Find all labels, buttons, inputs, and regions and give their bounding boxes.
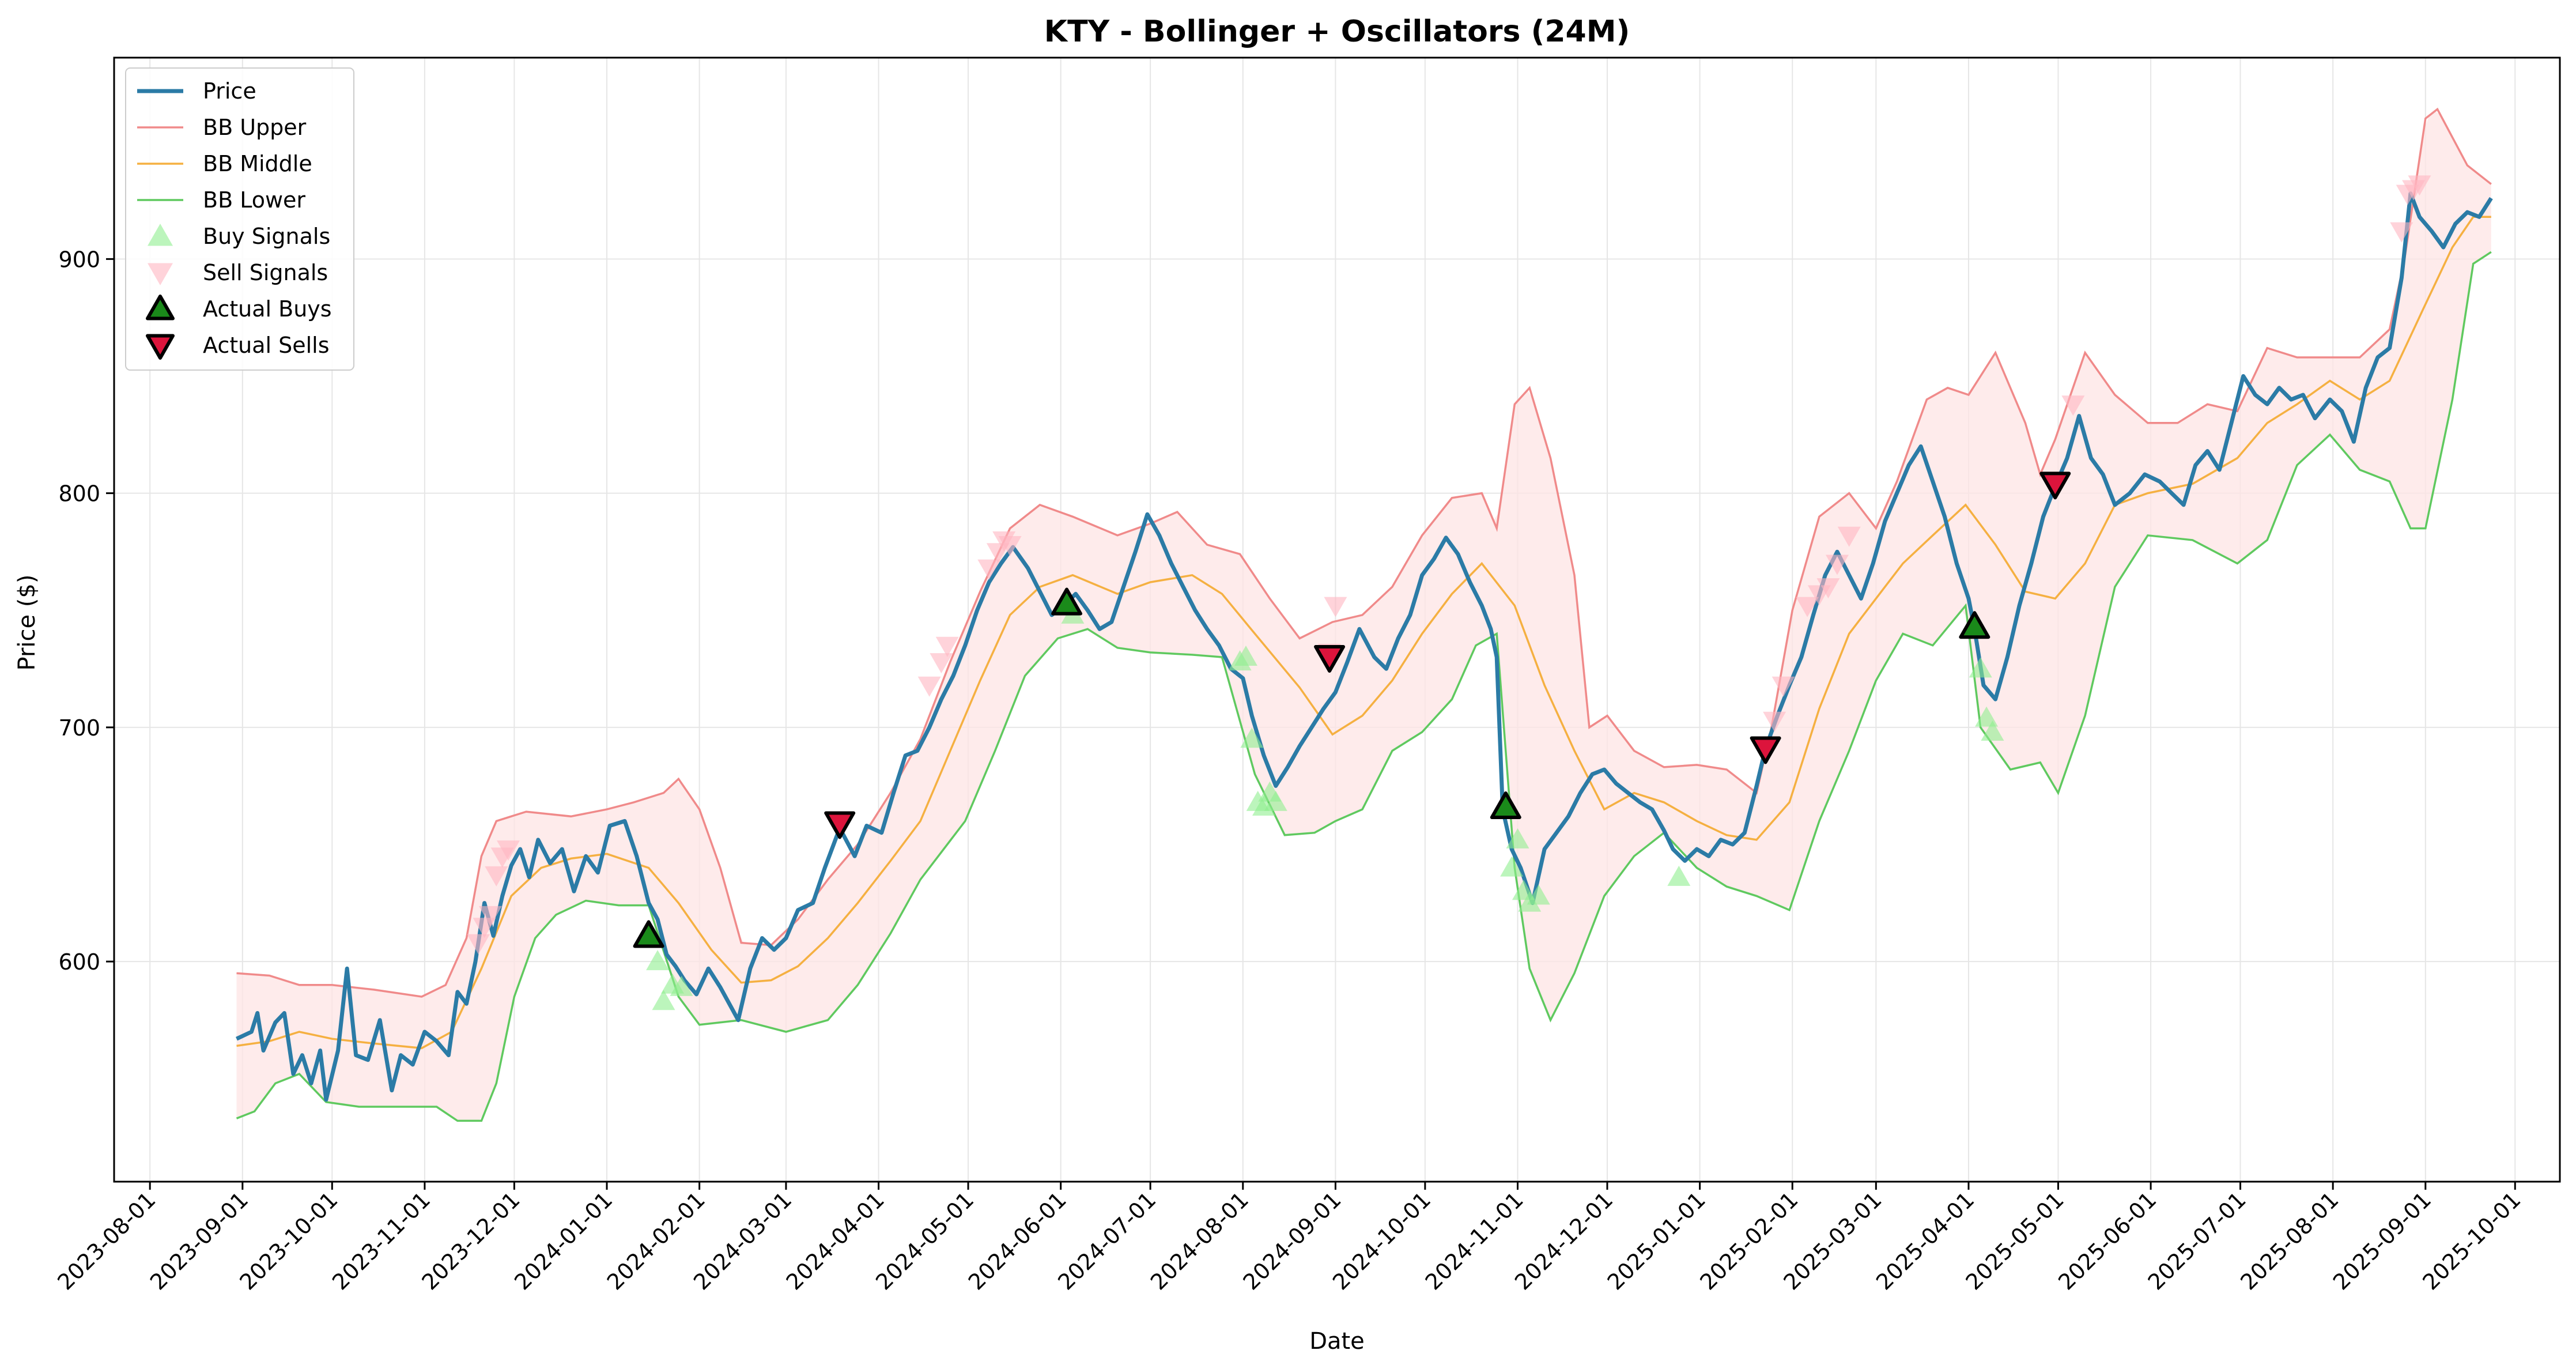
sell-signal-marker xyxy=(2061,395,2085,416)
legend-swatch-actual-buys xyxy=(146,295,175,320)
legend-label-actual-buys: Actual Buys xyxy=(203,296,332,322)
legend-label-sell-signals: Sell Signals xyxy=(203,260,328,285)
actual-sell-marker xyxy=(1314,645,1346,673)
legend-label-bb-middle: BB Middle xyxy=(203,151,312,176)
x-tick-label: 2024-08-01 xyxy=(1146,1187,1253,1295)
actual-buy-marker xyxy=(633,920,664,948)
sell-signal-marker xyxy=(467,934,490,955)
sell-signal-marker xyxy=(930,653,953,674)
legend-label-price: Price xyxy=(203,78,256,104)
buy-signal-marker xyxy=(1981,721,2004,741)
legend-box xyxy=(125,67,354,371)
actual-sell-marker xyxy=(2039,472,2071,500)
y-tick-label: 900 xyxy=(58,247,100,272)
sell-signal-marker xyxy=(478,906,502,926)
price-line xyxy=(236,191,2493,1102)
x-tick-label: 2023-08-01 xyxy=(52,1187,160,1295)
actual-buy-marker xyxy=(1051,587,1083,616)
sell-signal-marker xyxy=(1763,711,1786,732)
actual-buy-marker xyxy=(1490,791,1521,819)
buy-signal-marker xyxy=(1240,727,1264,748)
actual-buy-marker xyxy=(1959,611,1990,639)
sell-signal-marker xyxy=(1837,526,1861,547)
legend-label-bb-lower: BB Lower xyxy=(203,187,305,213)
y-tick-label: 800 xyxy=(58,481,100,507)
x-tick-label: 2025-08-01 xyxy=(2235,1187,2343,1295)
buy-signal-marker xyxy=(670,975,693,996)
buy-signal-marker xyxy=(652,990,675,1010)
buy-signal-marker xyxy=(1527,884,1550,905)
legend-swatch-buy-signals xyxy=(148,224,173,246)
sell-signal-marker xyxy=(497,840,520,861)
sell-signal-marker xyxy=(2408,175,2431,196)
sell-signal-marker xyxy=(485,866,508,887)
sell-signal-marker xyxy=(1825,555,1849,575)
sell-signal-marker xyxy=(1324,597,1347,617)
y-axis-label: Price ($) xyxy=(14,575,40,671)
sell-signal-marker xyxy=(1772,676,1795,697)
sell-signal-marker xyxy=(2390,222,2413,243)
legend-label-bb-upper: BB Upper xyxy=(203,115,307,140)
bb-upper-line xyxy=(236,107,2492,998)
chart-legend: Price BB Upper BB Middle BB Lower Buy Signal… xyxy=(125,67,354,371)
legend-label-buy-signals: Buy Signals xyxy=(203,224,330,249)
chart-title: KTY - Bollinger + Oscillators (24M) xyxy=(1044,14,1630,49)
buy-signal-marker xyxy=(1500,856,1524,877)
actual-sell-marker xyxy=(1750,736,1781,764)
legend-swatch-actual-sells xyxy=(146,334,175,360)
x-tick-label: 2024-01-01 xyxy=(509,1187,617,1295)
buy-signal-marker xyxy=(1264,790,1287,811)
buy-signal-marker xyxy=(1234,646,1257,666)
x-tick-label: 2025-01-01 xyxy=(1603,1187,1710,1295)
actual-sell-marker xyxy=(824,811,856,839)
sell-signal-marker xyxy=(977,559,1001,580)
legend-swatch-sell-signals xyxy=(148,263,173,285)
y-tick-label: 600 xyxy=(58,949,100,975)
legend-label-actual-sells: Actual Sells xyxy=(203,333,330,358)
bb-lower-line xyxy=(236,251,2492,1122)
x-axis-label: Date xyxy=(1309,1328,1365,1355)
sell-signal-marker xyxy=(1796,597,1819,617)
sell-signal-marker xyxy=(935,636,959,657)
sell-signal-marker xyxy=(1816,578,1840,599)
plot-area: 6007008009002023-08-012023-09-012023-10-… xyxy=(52,56,2561,1295)
buy-signal-marker xyxy=(1969,657,1992,678)
buy-signal-marker xyxy=(646,950,670,971)
plot-frame xyxy=(113,56,2561,1183)
sell-signal-marker xyxy=(998,536,1022,556)
y-tick-label: 700 xyxy=(58,715,100,741)
bollinger-band-fill xyxy=(236,111,2491,1121)
sell-signal-marker xyxy=(917,676,941,697)
buy-signal-marker xyxy=(1506,828,1529,848)
buy-signal-marker xyxy=(1667,865,1691,886)
